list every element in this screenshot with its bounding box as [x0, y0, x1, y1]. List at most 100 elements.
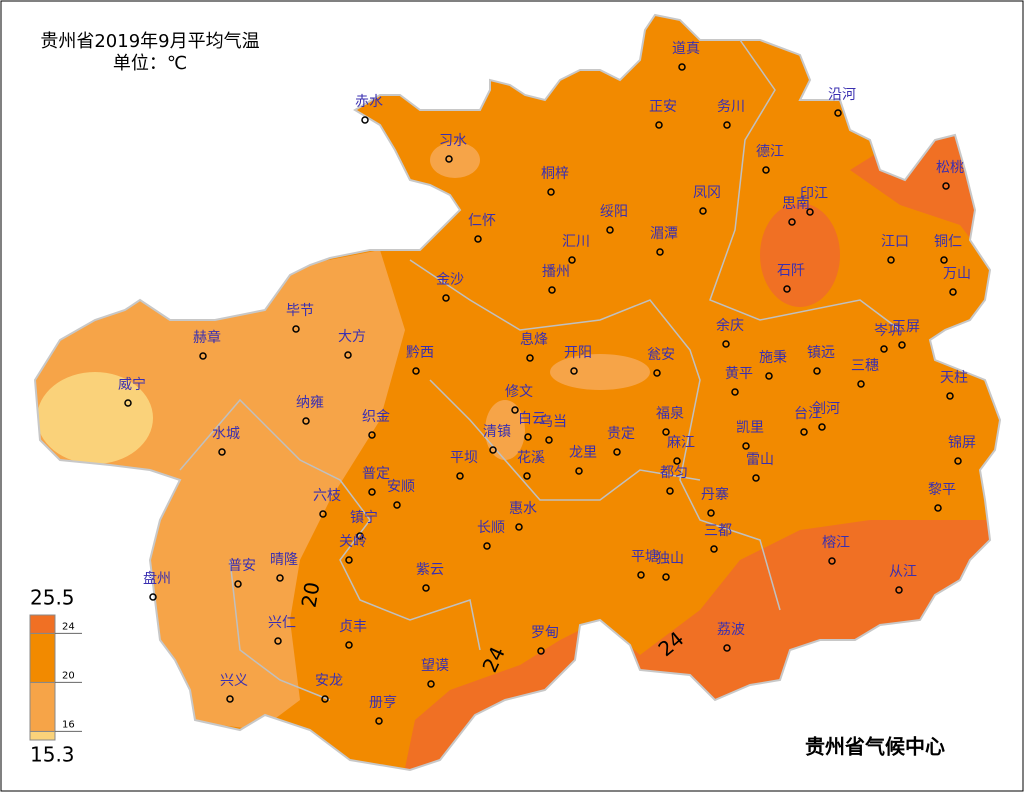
station-dot: [613, 448, 621, 456]
station-dot: [570, 367, 578, 375]
station-name: 龙里: [569, 445, 597, 461]
station-dot: [710, 545, 718, 553]
station-name: 绥阳: [600, 204, 628, 220]
station-name: 岑巩: [874, 323, 902, 339]
station-dot: [393, 501, 401, 509]
station-name: 雷山: [746, 452, 774, 468]
station-name: 榕江: [822, 535, 850, 551]
station-dot: [954, 457, 962, 465]
station-dot: [895, 586, 903, 594]
station-dot: [537, 647, 545, 655]
station-dot: [234, 580, 242, 588]
station-name: 石阡: [777, 263, 805, 279]
station-dot: [656, 248, 664, 256]
station-dot: [934, 504, 942, 512]
station-name: 花溪: [517, 450, 545, 466]
station-name: 三都: [704, 523, 732, 539]
credit: 贵州省气候中心: [805, 735, 945, 759]
station-dot: [427, 680, 435, 688]
station-name: 福泉: [656, 405, 684, 422]
station-dot: [742, 442, 750, 450]
zone-16-20: [430, 142, 480, 178]
station-dot: [813, 367, 821, 375]
station-name: 兴仁: [268, 615, 296, 631]
station-dot: [124, 399, 132, 407]
zone-16-20: [35, 250, 405, 730]
station-name: 清镇: [483, 424, 511, 440]
station-name: 赫章: [193, 329, 221, 346]
station-name: 普定: [362, 466, 390, 482]
station-name: 黔西: [406, 345, 434, 361]
station-dot: [818, 423, 826, 431]
station-dot: [483, 542, 491, 550]
station-name: 毕节: [286, 303, 314, 319]
station-name: 兴义: [220, 673, 248, 689]
station-name: 正安: [649, 99, 677, 115]
station-dot: [880, 345, 888, 353]
station-name: 湄潭: [650, 225, 678, 242]
station-dot: [321, 695, 329, 703]
station-dot: [940, 256, 948, 264]
station-name: 天柱: [940, 370, 968, 386]
station-dot: [655, 121, 663, 129]
station-name: 盘州: [143, 570, 171, 587]
station-dot: [606, 226, 614, 234]
station-dot: [887, 256, 895, 264]
station-name: 都匀: [660, 465, 688, 481]
station-dot: [489, 446, 497, 454]
station-name: 玉屏: [892, 319, 920, 335]
station-name: 威宁: [118, 376, 146, 393]
station-dot: [368, 488, 376, 496]
station-dot: [523, 472, 531, 480]
station-dot: [548, 286, 556, 294]
legend-tick-label: 20: [62, 670, 75, 681]
station-name: 安顺: [387, 479, 415, 495]
station-dot: [762, 166, 770, 174]
station-dot: [949, 288, 957, 296]
station-dot: [752, 474, 760, 482]
station-name: 黄平: [725, 365, 753, 382]
station-name: 大方: [338, 329, 366, 345]
station-dot: [575, 467, 583, 475]
station-dot: [344, 351, 352, 359]
station-dot: [699, 207, 707, 215]
station-dot: [345, 556, 353, 564]
station-name: 修文: [505, 384, 533, 400]
station-name: 六枝: [313, 488, 341, 504]
station-name: 播州: [542, 264, 570, 280]
station-dot: [723, 644, 731, 652]
station-name: 息烽: [520, 331, 548, 348]
zone-below-16: [37, 372, 153, 464]
station-name: 罗甸: [531, 625, 559, 641]
station-dot: [637, 571, 645, 579]
station-name: 思南: [782, 196, 810, 212]
legend-tick-label: 16: [62, 719, 75, 730]
station-dot: [568, 256, 576, 264]
station-name: 赤水: [355, 94, 383, 110]
station-name: 晴隆: [270, 552, 298, 568]
station-name: 白云: [518, 411, 546, 427]
station-name: 松桃: [936, 160, 964, 176]
station-dot: [375, 717, 383, 725]
map-title: 贵州省2019年9月平均气温: [40, 31, 259, 52]
station-name: 汇川: [562, 234, 590, 250]
station-name: 江口: [881, 234, 909, 250]
station-dot: [678, 63, 686, 71]
station-dot: [456, 472, 464, 480]
station-dot: [898, 341, 906, 349]
station-name: 金沙: [436, 272, 464, 288]
station-dot: [361, 116, 369, 124]
station-dot: [666, 487, 674, 495]
station-dot: [445, 155, 453, 163]
station-name: 独山: [656, 551, 684, 567]
station-name: 镇宁: [350, 509, 378, 526]
station-name: 凤冈: [693, 185, 721, 201]
station-dot: [345, 641, 353, 649]
station-dot: [545, 436, 553, 444]
station-name: 普安: [228, 558, 256, 574]
station-dot: [422, 584, 430, 592]
station-name: 习水: [439, 133, 467, 149]
station-dot: [274, 637, 282, 645]
station-dot: [723, 121, 731, 129]
station-name: 沿河: [828, 87, 856, 103]
